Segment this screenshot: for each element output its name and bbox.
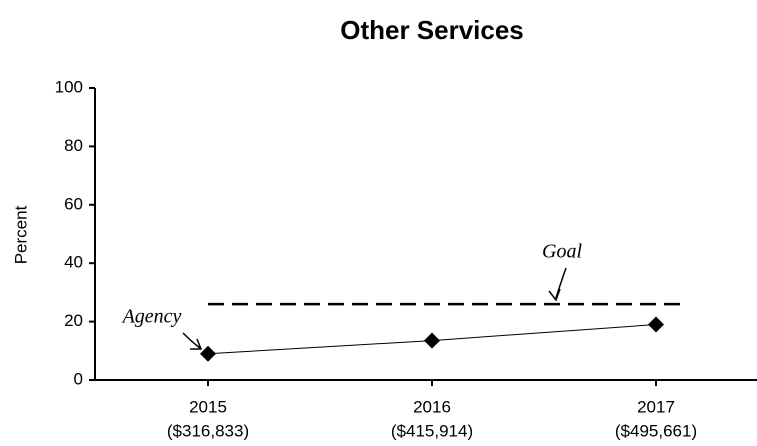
y-tick-label: 80 <box>64 136 83 155</box>
y-tick-label: 20 <box>64 311 83 330</box>
x-tick-sublabel: ($415,914) <box>391 421 473 440</box>
x-tick-label: 2016 <box>413 397 451 416</box>
data-point <box>424 332 440 349</box>
data-point <box>200 345 216 362</box>
agency-arrow <box>182 332 201 349</box>
y-tick-label: 0 <box>74 369 83 388</box>
x-tick-sublabel: ($495,661) <box>615 421 697 440</box>
y-axis-label: Percent <box>11 205 30 264</box>
agency-arrowhead <box>190 338 203 350</box>
x-tick-label: 2015 <box>189 397 227 416</box>
goal-annotation: Goal <box>542 241 582 263</box>
y-tick-label: 100 <box>55 77 83 96</box>
agency-annotation: Agency <box>121 306 182 328</box>
y-tick-label: 60 <box>64 194 83 213</box>
goal-arrowhead <box>548 288 561 302</box>
y-tick-label: 40 <box>64 253 83 272</box>
chart-title: Other Services <box>340 15 524 45</box>
x-tick-label: 2017 <box>637 397 675 416</box>
data-point <box>648 316 664 333</box>
x-tick-sublabel: ($316,833) <box>167 421 249 440</box>
goal-arrow <box>555 267 567 299</box>
